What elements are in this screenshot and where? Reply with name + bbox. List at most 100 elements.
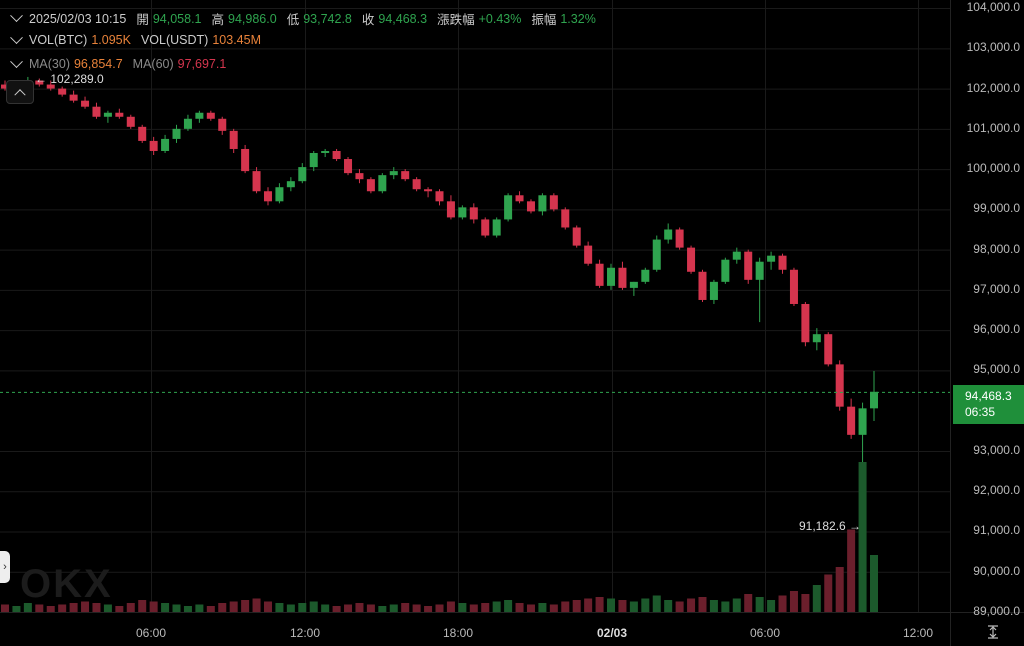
volume-bar: [618, 600, 627, 612]
candle-body: [698, 271, 707, 300]
price-tick-label: 93,000.0: [973, 442, 1020, 457]
volume-bar: [446, 601, 455, 612]
candle-body: [469, 207, 478, 220]
vol-btc-value: 1.095K: [91, 33, 131, 47]
volume-bar: [732, 598, 741, 612]
price-tick-label: 100,000.0: [966, 161, 1020, 176]
volume-bar: [572, 600, 581, 612]
candle-body: [172, 128, 181, 139]
candle-body: [206, 112, 215, 119]
candle-body: [549, 195, 558, 210]
candle-body: [241, 148, 250, 172]
high-label: 高: [211, 13, 225, 27]
candle-body: [595, 263, 604, 286]
volume-bar: [755, 597, 764, 612]
candle-body: [858, 408, 867, 435]
high-marker: ← 102,289.0: [35, 72, 104, 86]
side-panel-handle[interactable]: ›: [0, 551, 10, 583]
volume-bar: [607, 598, 616, 612]
candle-body: [446, 201, 455, 218]
ma30-label: MA(30): [29, 57, 70, 71]
volume-bar: [46, 606, 55, 612]
candle-body: [641, 269, 650, 282]
candle-body: [572, 227, 581, 246]
volume-bar: [469, 604, 478, 612]
vol-usdt-label: VOL(USDT): [140, 33, 209, 47]
volume-bar: [481, 603, 490, 612]
time-tick-label: 12:00: [289, 626, 321, 640]
volume-bar: [767, 600, 776, 612]
candle-body: [526, 201, 535, 212]
candle-body: [732, 251, 741, 260]
candle-body: [481, 219, 490, 236]
volume-bar: [561, 601, 570, 612]
price-tick-label: 102,000.0: [966, 80, 1020, 95]
datetime: 2025/02/03 10:15: [29, 11, 127, 26]
vertical-fit-icon[interactable]: [986, 625, 1000, 639]
candle-body: [504, 195, 513, 220]
candle-body: [149, 140, 158, 151]
chevron-down-icon[interactable]: [10, 54, 23, 68]
volume-bar: [824, 574, 833, 612]
collapse-indicators-button[interactable]: [6, 80, 34, 104]
volume-bar: [0, 604, 10, 612]
volume-bar: [584, 598, 593, 612]
candle-body: [389, 171, 398, 176]
candle-body: [183, 118, 192, 129]
candle-body: [103, 112, 112, 117]
candle-body: [652, 239, 661, 270]
volume-bar: [458, 603, 467, 612]
volume-bar: [847, 529, 856, 612]
volume-bar: [504, 600, 513, 612]
volume-bar: [675, 601, 684, 612]
chevron-down-icon[interactable]: [10, 9, 23, 23]
candle-body: [355, 173, 364, 180]
volume-bar: [218, 603, 227, 612]
volume-bar: [835, 567, 844, 612]
volume-bar: [298, 603, 307, 612]
volume-bar: [138, 600, 147, 612]
volume-bar: [12, 606, 21, 612]
volume-bar: [183, 606, 192, 612]
candle-body: [744, 251, 753, 280]
current-price-tag: 94,468.3 06:35: [953, 385, 1024, 424]
volume-bar: [115, 606, 124, 612]
candle-body: [275, 187, 284, 202]
chevron-down-icon[interactable]: [10, 30, 23, 44]
volume-bar: [344, 604, 353, 612]
volume-bar: [664, 600, 673, 612]
candle-body: [607, 267, 616, 286]
ohlc-row: 2025/02/03 10:15 開 94,058.1 高 94,986.0 低…: [10, 9, 606, 28]
volume-bar: [23, 603, 32, 612]
volume-bar: [869, 555, 879, 612]
candle-body: [801, 303, 810, 343]
volume-bar: [412, 604, 421, 612]
candle-body: [263, 191, 272, 202]
volume-bar: [355, 603, 364, 612]
price-tick-label: 89,000.0: [973, 604, 1020, 618]
price-tick-label: 97,000.0: [973, 281, 1020, 296]
candle-body: [35, 80, 44, 85]
volume-bar: [549, 604, 558, 612]
volume-bar: [538, 603, 547, 612]
volume-bar: [401, 603, 410, 612]
volume-bar: [778, 595, 787, 612]
volume-bar: [286, 604, 295, 612]
candle-body: [767, 255, 776, 262]
amplitude-value: 1.32%: [560, 11, 596, 26]
time-tick-label: 06:00: [749, 626, 781, 640]
volume-bar: [721, 601, 730, 612]
candle-body: [378, 175, 387, 192]
candle-body: [161, 138, 170, 151]
candle-countdown: 06:35: [965, 405, 996, 419]
volume-row: VOL(BTC) 1.095K VOL(USDT) 103.45M: [10, 30, 271, 47]
close-value: 94,468.3: [378, 11, 428, 26]
candle-body: [115, 112, 124, 117]
ma-row: MA(30) 96,854.7 MA(60) 97,697.1: [10, 54, 236, 71]
volume-bar: [58, 604, 67, 612]
candle-body: [675, 229, 684, 248]
okx-watermark-logo: OKX: [20, 562, 113, 606]
price-tick-label: 90,000.0: [973, 563, 1020, 578]
